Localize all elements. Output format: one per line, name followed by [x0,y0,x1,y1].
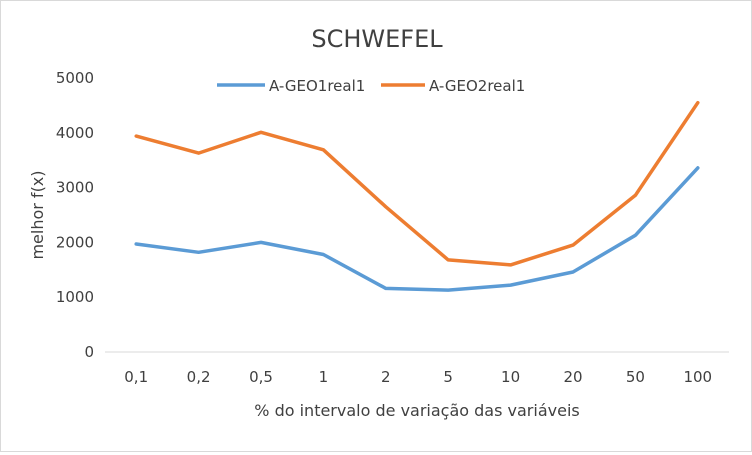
y-tick-label: 0 [84,343,94,361]
series-lines [134,100,700,292]
x-tick-label: 2 [381,368,391,386]
x-axis-label: % do intervalo de variação das variáveis [254,401,579,420]
x-tick-label: 0,2 [187,368,211,386]
y-tick-label: 5000 [56,69,94,87]
x-tick-label: 0,5 [249,368,273,386]
legend-label-series-2: A-GEO2real1 [429,77,525,95]
x-tick-label: 5 [443,368,453,386]
chart-title: SCHWEFEL [311,25,443,53]
x-tick-label: 100 [683,368,712,386]
series-line-2 [134,100,700,267]
x-tick-label: 0,1 [124,368,148,386]
y-tick-label: 4000 [56,124,94,142]
y-axis-label: melhor f(x) [28,170,47,259]
y-tick-label: 3000 [56,179,94,197]
legend: A-GEO1real1 A-GEO2real1 [217,77,525,95]
series-line-1 [134,166,700,292]
x-ticks: 0,1 0,2 0,5 1 2 5 10 20 50 100 [124,368,712,386]
y-tick-label: 2000 [56,233,94,251]
legend-label-series-1: A-GEO1real1 [269,77,365,95]
y-tick-label: 1000 [56,288,94,306]
x-tick-label: 1 [319,368,329,386]
y-ticks: 0 1000 2000 3000 4000 5000 [56,69,94,361]
x-tick-label: 20 [563,368,582,386]
x-tick-label: 50 [626,368,645,386]
x-tick-label: 10 [501,368,520,386]
